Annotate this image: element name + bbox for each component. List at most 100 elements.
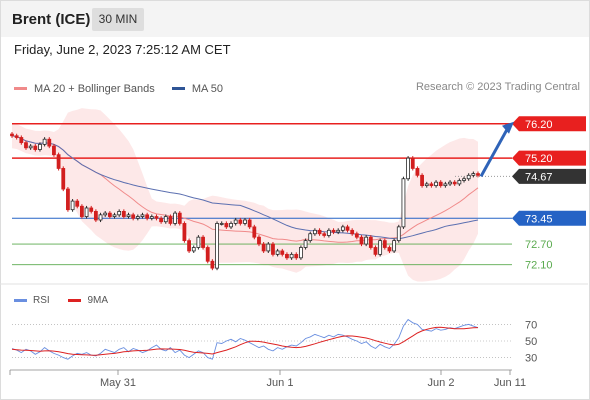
- candle-body: [340, 226, 345, 231]
- legend-swatch-9ma: [68, 299, 82, 302]
- candle-body: [28, 145, 33, 149]
- candle-body: [326, 229, 331, 236]
- rsi-legend: RSI 9MA: [14, 294, 124, 306]
- candle-body: [438, 181, 443, 187]
- price-legend: MA 20 + Bollinger Bands MA 50: [14, 81, 237, 95]
- candle-body: [10, 133, 14, 137]
- candle-body: [187, 240, 191, 252]
- level-label-73.45: 73.45: [525, 213, 553, 225]
- candle-body: [429, 183, 434, 187]
- candle-body: [229, 223, 233, 228]
- time-tick-label: Jun 1: [267, 377, 294, 389]
- candle-body: [396, 226, 401, 242]
- chart-header: Brent (ICE) 30 MIN: [1, 1, 589, 37]
- candle-body: [243, 219, 247, 224]
- level-tag-73.45: [512, 210, 586, 226]
- forecast-arrow-shaft: [479, 127, 510, 178]
- candle-body: [19, 137, 24, 144]
- level-label-72.70: 72.70: [525, 239, 553, 251]
- candle-body: [350, 229, 355, 235]
- rsi-tick-30: 30: [525, 353, 537, 365]
- candle-body: [354, 233, 359, 238]
- candle-body: [131, 214, 136, 219]
- candle-body: [168, 216, 173, 224]
- level-tag-74.67: [512, 168, 586, 184]
- candle-body: [33, 145, 38, 150]
- legend-label-bollinger: MA 20 + Bollinger Bands: [34, 82, 155, 95]
- candle-body: [387, 247, 392, 252]
- candle-body: [275, 250, 280, 255]
- candle-body: [84, 207, 89, 217]
- candle-body: [285, 253, 289, 259]
- legend-item-rsi: RSI: [14, 295, 50, 306]
- time-tick-label: May 31: [100, 377, 136, 389]
- candle-body: [373, 247, 378, 255]
- legend-swatch-rsi: [14, 299, 27, 302]
- candle-body: [452, 181, 457, 185]
- candle-body: [159, 217, 164, 223]
- candle-body: [145, 214, 150, 219]
- research-credit: Research © 2023 Trading Central: [415, 81, 580, 93]
- time-tick-label: Jun 2: [428, 377, 455, 389]
- time-axis: May 31 Jun 1 Jun 2 Jun 11: [0, 283, 588, 389]
- candle-body: [215, 223, 219, 269]
- candle-body: [47, 138, 52, 147]
- candle-body: [368, 236, 373, 248]
- interval-button[interactable]: 30 MIN: [92, 8, 144, 31]
- candle-body: [233, 219, 238, 224]
- candle-body: [410, 157, 415, 169]
- candle-body: [56, 154, 61, 169]
- candle-body: [154, 216, 159, 219]
- candle-body: [378, 240, 383, 255]
- legend-label-rsi: RSI: [33, 295, 50, 306]
- candle-body: [182, 223, 187, 242]
- forecast-arrow-head: [502, 121, 514, 134]
- candle-body: [61, 168, 66, 190]
- candle-body: [443, 183, 448, 187]
- candle-body: [294, 253, 299, 259]
- legend-swatch-bollinger: [14, 87, 27, 90]
- candle-body: [266, 243, 271, 252]
- candle-body: [424, 183, 429, 187]
- price-plot: 76.20 75.20 74.67 73.45 72.70 72.10: [10, 108, 586, 282]
- candle-body: [66, 188, 70, 211]
- legend-label-ma50: MA 50: [191, 82, 224, 95]
- candle-body: [271, 243, 275, 255]
- candle-body: [112, 214, 117, 217]
- candle-body: [308, 233, 313, 242]
- candle-body: [173, 212, 178, 224]
- candle-body: [303, 240, 308, 248]
- candle-body: [205, 247, 210, 262]
- candle-body: [457, 180, 462, 185]
- rsi-plot: 70 50 30: [11, 318, 537, 365]
- candle-body: [93, 211, 98, 221]
- candle-body: [466, 174, 471, 180]
- candle-body: [331, 229, 336, 233]
- candle-body: [261, 243, 266, 252]
- candle-body: [224, 223, 229, 228]
- candle-body: [359, 236, 364, 245]
- candle-body: [117, 211, 122, 216]
- candle-body: [24, 142, 28, 149]
- candle-body: [471, 173, 476, 176]
- candle-body: [103, 212, 108, 216]
- rsi-line: [11, 318, 479, 360]
- candle-body: [191, 247, 196, 252]
- legend-item-9ma: 9MA: [68, 295, 108, 306]
- candle-body: [476, 173, 480, 176]
- candle-body: [126, 214, 131, 217]
- rsi-9ma-line: [11, 326, 479, 356]
- candle-body: [70, 200, 75, 211]
- candle-body: [42, 138, 47, 145]
- candle-body: [163, 216, 168, 223]
- legend-item-ma50: MA 50: [171, 82, 224, 95]
- rsi-tick-70: 70: [525, 319, 537, 331]
- candle-body: [210, 260, 215, 269]
- level-tag-75.20: [512, 150, 586, 166]
- candle-body: [219, 223, 224, 225]
- candle-body: [434, 181, 438, 187]
- candle-body: [280, 250, 285, 255]
- level-label-75.20: 75.20: [525, 153, 553, 165]
- time-tick-label: Jun 11: [494, 377, 526, 389]
